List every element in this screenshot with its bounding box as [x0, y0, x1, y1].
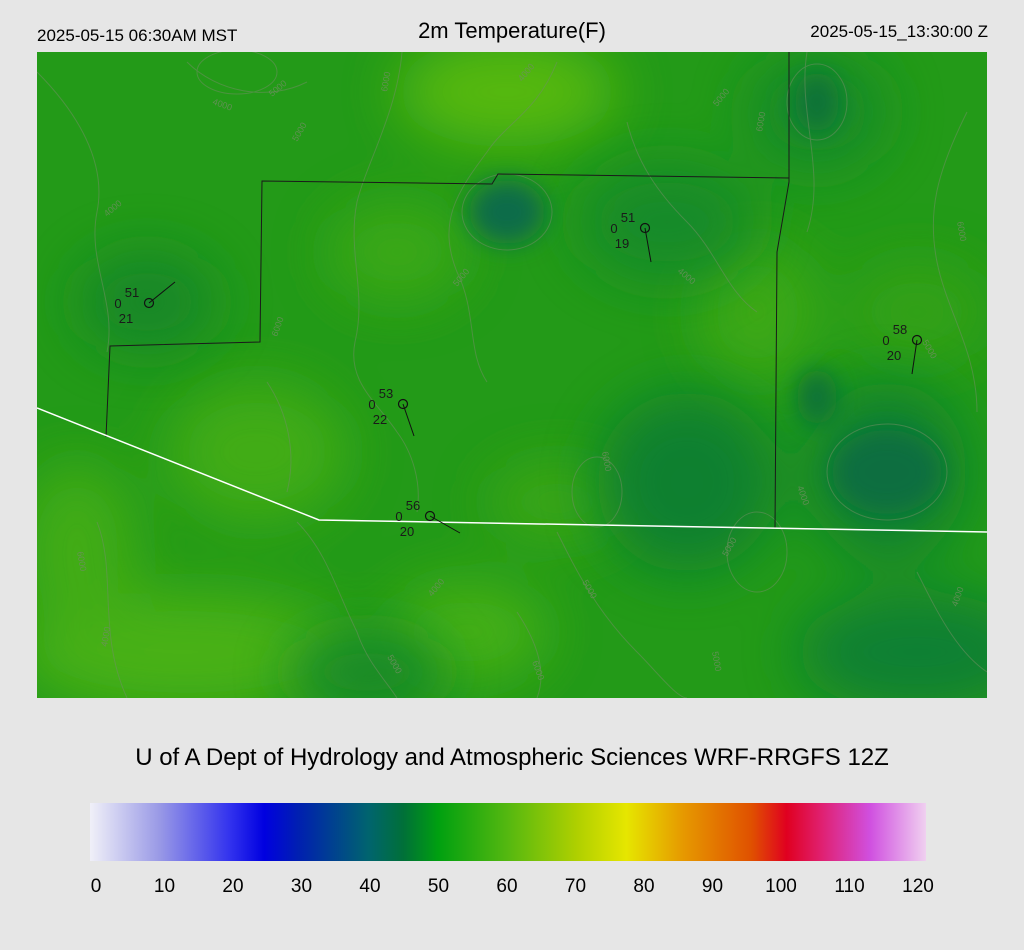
- station-temperature: 51: [125, 285, 139, 300]
- colorbar-tick: 120: [902, 876, 934, 897]
- station-temperature: 58: [893, 322, 907, 337]
- colorbar-tick: 80: [633, 876, 655, 897]
- station-dewpoint: 20: [887, 348, 901, 363]
- colorbar-tick: 0: [90, 876, 102, 897]
- colorbar-tick: 50: [427, 876, 450, 897]
- contour-label: 6000: [600, 451, 613, 472]
- station-plot: 58 020: [882, 322, 923, 375]
- local-time-label: 2025-05-15 06:30AM MST: [37, 26, 238, 45]
- station-gust: 0: [368, 397, 375, 412]
- station-dewpoint: 19: [615, 236, 629, 251]
- contour-label: 6000: [955, 221, 968, 242]
- cold-pockets: [469, 72, 942, 514]
- colorbar-tick: 70: [564, 876, 587, 897]
- temperature-map: 4000 5000 6000 4000 5000 6000 5000 4000 …: [37, 52, 987, 698]
- colorbar-tick: 30: [290, 876, 313, 897]
- station-circle: [143, 297, 155, 309]
- station-temperature: 53: [379, 386, 393, 401]
- station-plot: 56 020: [395, 498, 461, 539]
- colorbar-tick: 40: [359, 876, 381, 897]
- station-dewpoint: 21: [119, 311, 133, 326]
- station-gust: 0: [882, 333, 889, 348]
- station-gust: 0: [114, 296, 121, 311]
- colorbar-gradient: [90, 803, 926, 861]
- station-circle: [911, 334, 923, 346]
- model-credit: U of A Dept of Hydrology and Atmospheric…: [135, 744, 889, 771]
- colorbar-tick: 100: [765, 876, 797, 897]
- colorbar-tick: 110: [834, 876, 865, 897]
- station-gust: 0: [610, 221, 617, 236]
- wind-barb: [402, 403, 415, 437]
- wind-barb: [148, 281, 176, 304]
- station-plot: 51 021: [114, 281, 176, 326]
- utc-time-label: 2025-05-15_13:30:00 Z: [810, 22, 988, 41]
- station-dewpoint: 20: [400, 524, 414, 539]
- station-circle: [397, 398, 409, 410]
- wind-barb: [911, 339, 918, 375]
- station-plot: 51 019: [610, 210, 652, 263]
- station-temperature: 51: [621, 210, 635, 225]
- colorbar-tick: 20: [222, 876, 244, 897]
- station-gust: 0: [395, 509, 402, 524]
- map-title: 2m Temperature(F): [418, 18, 606, 43]
- wind-barb: [644, 227, 652, 263]
- station-plot: 53 022: [368, 386, 415, 437]
- contour-label: 6000: [75, 551, 88, 572]
- station-temperature: 56: [406, 498, 420, 513]
- temperature-colorbar: [90, 803, 926, 861]
- contour-label: 4000: [99, 626, 112, 647]
- colorbar-tick: 90: [701, 876, 724, 897]
- contour-label: 6000: [379, 71, 392, 92]
- contour-label: 5000: [710, 651, 723, 672]
- station-circle: [424, 510, 436, 522]
- colorbar-tick: 10: [153, 876, 176, 897]
- colorbar-ticks: 0 10 20 30 40 50 60 70 80 90 100 110 120: [0, 876, 1024, 902]
- station-dewpoint: 22: [373, 412, 387, 427]
- elevation-contours: [37, 52, 987, 698]
- county-boundaries: [105, 52, 790, 529]
- state-boundary: [37, 407, 987, 533]
- colorbar-tick: 60: [496, 876, 518, 897]
- contour-label: 6000: [754, 111, 767, 132]
- station-circle: [639, 222, 651, 234]
- wind-barb: [429, 515, 461, 534]
